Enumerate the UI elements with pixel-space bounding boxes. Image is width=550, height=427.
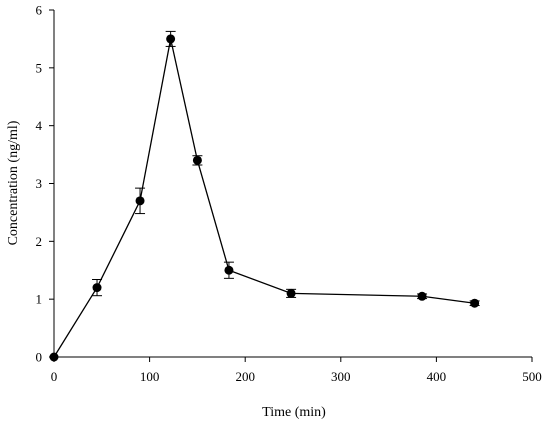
- y-tick-label: 6: [36, 3, 43, 18]
- y-tick-label: 5: [36, 60, 43, 75]
- series-layer: [49, 30, 480, 362]
- data-point: [166, 34, 176, 44]
- x-tick-label: 100: [140, 369, 160, 384]
- x-tick-label: 0: [51, 369, 58, 384]
- y-tick-label: 0: [36, 350, 43, 365]
- x-tick-label: 300: [331, 369, 351, 384]
- axes: 0 100 200 300 400 500 0 1 2 3 4 5 6: [36, 3, 542, 385]
- data-point: [286, 288, 296, 298]
- data-point: [135, 196, 145, 206]
- data-point: [224, 265, 234, 275]
- y-tick-label: 2: [36, 234, 43, 249]
- data-point: [192, 155, 202, 165]
- x-tick-label: 500: [522, 369, 542, 384]
- data-point: [49, 352, 59, 362]
- x-tick-label: 400: [427, 369, 447, 384]
- y-axis-label: Concentration (ng/ml): [6, 120, 21, 245]
- data-point: [417, 291, 427, 301]
- y-tick-label: 4: [36, 118, 43, 133]
- x-tick-label: 200: [235, 369, 255, 384]
- series-line: [53, 38, 475, 358]
- x-axis-label: Time (min): [262, 405, 326, 420]
- data-point: [92, 283, 102, 293]
- y-tick-label: 1: [36, 292, 43, 307]
- y-tick-label: 3: [36, 176, 43, 191]
- data-point: [470, 298, 480, 308]
